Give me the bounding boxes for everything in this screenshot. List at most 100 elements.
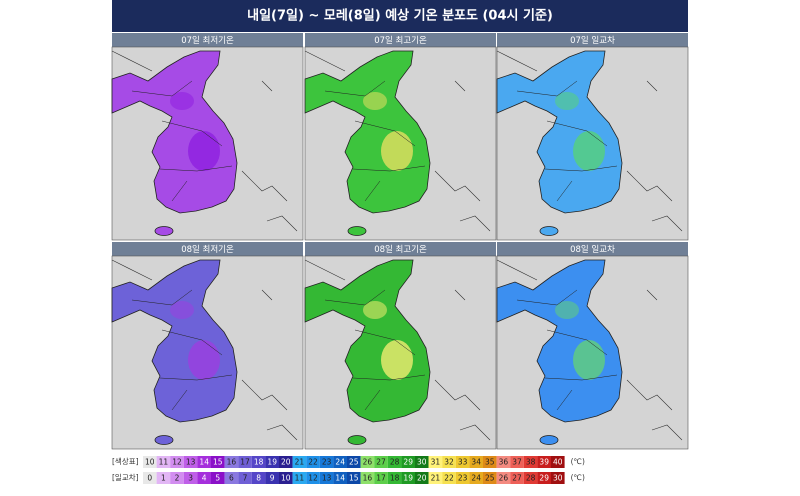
legend-swatch [319, 472, 334, 484]
land-boundary [111, 259, 298, 441]
jeju [347, 435, 367, 445]
legend-swatch [496, 472, 511, 484]
legend-swatch [265, 456, 279, 468]
legend-swatch [319, 456, 334, 468]
legend-value: 5 [215, 474, 220, 483]
map [111, 50, 298, 236]
map-highlight [555, 92, 579, 110]
legend-swatch [360, 472, 375, 484]
legend-value: 1 [161, 474, 166, 483]
korea-shape [304, 50, 431, 214]
legend-value: 23 [458, 474, 468, 483]
legend-value: 39 [539, 458, 549, 467]
legend-value: 22 [308, 458, 318, 467]
legend-swatch [387, 456, 402, 468]
legend-swatch [279, 456, 293, 468]
legend-swatch [415, 456, 429, 468]
legend-swatch [279, 472, 293, 484]
panel-label: 08일 최고기온 [374, 244, 427, 255]
map [304, 259, 491, 445]
legend-value: 6 [229, 474, 234, 483]
legend-swatch [551, 472, 565, 484]
legend-swatch [238, 456, 252, 468]
legend-value: 3 [188, 474, 193, 483]
legend-swatch [224, 456, 239, 468]
legend-value: 0 [147, 474, 152, 483]
land-boundary [496, 259, 683, 441]
legend-swatch [510, 456, 524, 468]
legend-value: 26 [363, 458, 373, 467]
legend-swatch [442, 456, 456, 468]
legend-swatch [197, 456, 211, 468]
korea-shape [111, 50, 238, 214]
legend-swatch [292, 472, 307, 484]
map [304, 50, 491, 236]
map-highlight [573, 340, 605, 380]
legend-value: 16 [227, 458, 237, 467]
legend-swatch [292, 456, 307, 468]
legend-value: 14 [199, 458, 209, 467]
legend-swatch [523, 456, 538, 468]
map-highlight [170, 92, 194, 110]
legend-value: 13 [322, 474, 332, 483]
legend-swatch [306, 456, 320, 468]
legend-swatch [428, 456, 443, 468]
province-lines [131, 80, 233, 202]
map-highlight [363, 92, 387, 110]
panel-label: 08일 일교차 [570, 245, 615, 255]
jeju [347, 226, 367, 236]
panel-header [305, 242, 496, 256]
panel-label: 07일 최고기온 [374, 35, 427, 46]
legend-swatch [415, 472, 429, 484]
legend-swatch [537, 472, 551, 484]
province-lines [324, 289, 426, 411]
legend-swatch [306, 472, 320, 484]
legend-swatch [469, 456, 483, 468]
legend-swatch [333, 456, 347, 468]
land-boundary [304, 259, 491, 441]
jeju [154, 226, 174, 236]
korea-shape [496, 50, 623, 214]
legend-swatch [156, 456, 171, 468]
legend-swatch [523, 472, 538, 484]
province-lines [516, 289, 618, 411]
legend-swatch [333, 472, 347, 484]
panel-label: 07일 최저기온 [181, 35, 234, 46]
panel-header [497, 242, 688, 256]
legend-swatch [197, 472, 211, 484]
legend-value: 10 [281, 474, 291, 483]
legend-swatch [374, 456, 388, 468]
map [496, 259, 683, 445]
legend-value: 4 [202, 474, 207, 483]
map-highlight [381, 131, 413, 171]
legend-swatch [510, 472, 524, 484]
legend-value: 21 [295, 458, 305, 467]
legend-swatch [265, 472, 279, 484]
legend-value: 26 [499, 474, 509, 483]
legend-swatch [455, 472, 470, 484]
province-lines [131, 289, 233, 411]
map [111, 259, 298, 445]
legend-swatch [211, 472, 225, 484]
legend-value: 13 [186, 458, 196, 467]
legend-swatch [387, 472, 402, 484]
jeju [539, 435, 559, 445]
land-boundary [304, 50, 491, 232]
legend-swatch [551, 456, 565, 468]
legend-value: 24 [335, 458, 345, 467]
map [496, 50, 683, 236]
legend-value: 32 [444, 458, 454, 467]
legend-value: 14 [335, 474, 345, 483]
legend-value: 30 [417, 458, 427, 467]
legend-value: 19 [403, 474, 413, 483]
legend-swatch [496, 456, 511, 468]
legend-swatch [347, 456, 361, 468]
legend-swatch [483, 456, 497, 468]
legend-value: 25 [349, 458, 359, 467]
map-highlight [188, 340, 220, 380]
legend-value: 20 [281, 458, 291, 467]
legend-value: 33 [458, 458, 468, 467]
panel-header [112, 242, 303, 256]
legend-value: 8 [256, 474, 261, 483]
